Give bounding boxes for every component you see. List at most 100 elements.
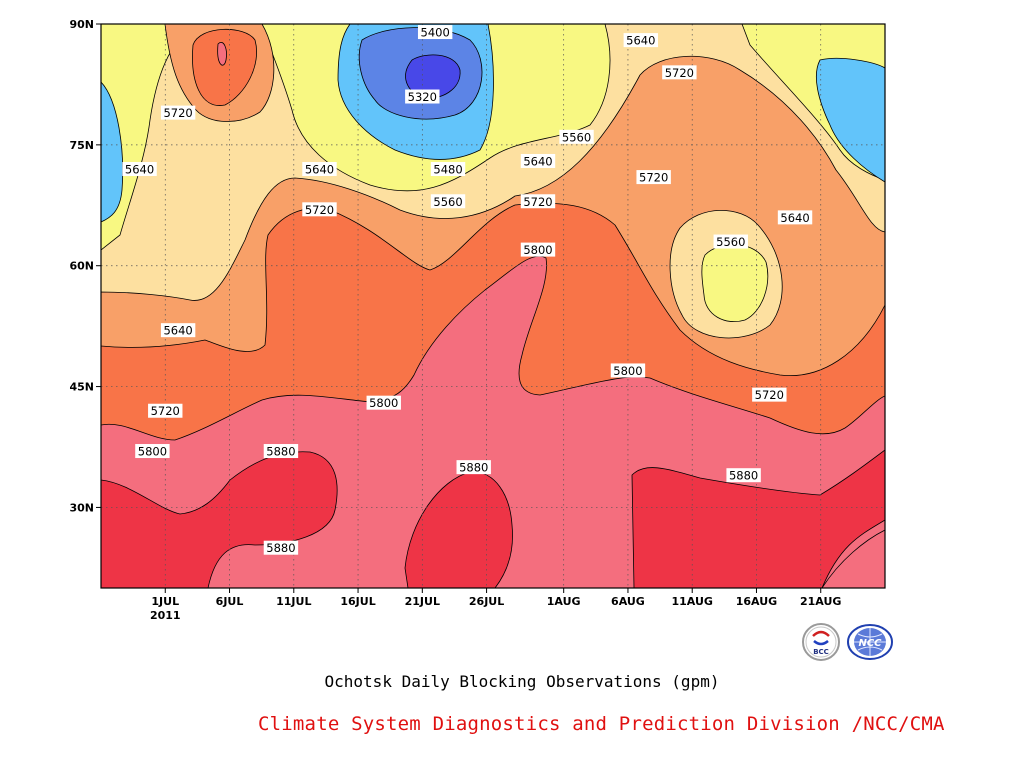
contour-label: 5640 [160,323,196,338]
svg-text:NCC: NCC [858,638,882,649]
contour-label-text: 5800 [369,396,398,410]
contour-label-text: 5720 [523,195,552,209]
contour-label: 5720 [520,194,556,209]
contour-label: 5560 [559,129,594,144]
contour-label-bg [623,33,659,48]
contour-label-bg [456,460,491,475]
contour-band-5560 [701,244,769,322]
contour-label-bg [148,403,183,418]
contour-label-bg [122,162,157,177]
y-tick-label: 60N [69,260,94,273]
contour-label-text: 5720 [305,203,334,217]
contour-label-bg [263,540,299,555]
x-tick-label: 21AUG [800,595,841,608]
contour-label-text: 5640 [125,163,154,177]
contour-label-bg [662,65,697,80]
contour-label-text: 5800 [138,445,167,459]
contour-label: 5800 [366,395,401,410]
contour-label-bg [520,153,556,168]
contour-label: 5560 [713,234,748,249]
contour-label-bg [636,170,671,185]
chart-title: Ochotsk Daily Blocking Observations (gpm… [324,672,720,691]
contour-label-text: 5560 [716,235,745,249]
y-tick-label: 75N [69,139,94,152]
contour-label-bg [302,202,337,217]
y-axis: 30N 45N 60N 75N 90N [69,18,101,514]
contour-label-text: 5560 [433,195,462,209]
contour-label: 5400 [417,25,453,40]
contour-label-bg [752,387,787,402]
contour-label-text: 5640 [163,324,192,338]
y-tick-label: 45N [69,381,94,394]
contour-label: 5720 [148,403,183,418]
contour-label: 5880 [263,444,299,459]
contour-label-text: 5880 [266,541,295,555]
contour-label: 5880 [263,540,299,555]
x-tick-label: 16AUG [736,595,777,608]
contour-label-text: 5720 [755,388,784,402]
contour-label: 5640 [777,210,813,225]
contour-label: 5640 [302,162,337,177]
x-axis: 1JUL 6JUL 11JUL 16JUL 21JUL 26JUL 1AUG 6AUG 11AU… [151,588,841,608]
contour-label-bg [777,210,813,225]
contour-label-bg [713,234,748,249]
contour-label: 5640 [520,153,556,168]
contour-band-5480 [101,81,124,223]
contour-label-bg [135,444,170,459]
x-tick-label: 26JUL [469,595,504,608]
grid-lines [101,24,885,588]
contour-label-text: 5800 [613,364,642,378]
contour-labels: 5400 5320 5480 5560 5640 5720 5560 5640 5720 5720… [122,25,813,555]
contour-label-text: 5640 [305,163,334,177]
x-tick-label: 21JUL [405,595,440,608]
contour-band-5880 [217,42,227,66]
x-tick-label: 1JUL [151,595,179,608]
contour-label-text: 5720 [163,106,192,120]
contour-label-text: 5640 [626,34,655,48]
contour-label-text: 5720 [665,66,694,80]
contour-label: 5880 [456,460,491,475]
contour-label-text: 5880 [729,469,758,483]
contour-label-bg [417,25,453,40]
y-tick-label: 30N [69,501,94,514]
contour-label: 5880 [726,468,761,483]
ncc-logo: NCC [847,624,893,660]
contour-label: 5560 [430,194,466,209]
contour-label-text: 5720 [639,171,668,185]
contour-label: 5640 [623,33,659,48]
contour-band-gt5880 [101,451,338,588]
contour-band-5480 [815,57,885,183]
contour-label-bg [430,194,466,209]
x-tick-label: 6AUG [611,595,645,608]
contour-label-text: 5800 [523,243,552,257]
y-tick-label: 90N [69,18,94,31]
contour-label-text: 5880 [266,445,295,459]
contour-label: 5720 [752,387,787,402]
x-tick-label: 1AUG [547,595,581,608]
contour-label-bg [610,363,646,378]
contour-label-bg [263,444,299,459]
contour-band-lt5400 [405,54,461,99]
contour-label: 5800 [520,242,556,257]
credit-line: Climate System Diagnostics and Predictio… [258,713,945,735]
x-tick-label: 11AUG [671,595,712,608]
contour-label: 5640 [122,162,157,177]
x-year-label: 2011 [150,609,181,622]
contour-label: 5480 [430,162,466,177]
contour-label: 5720 [160,105,196,120]
contour-label-text: 5560 [562,130,591,144]
contour-label-text: 5640 [780,211,809,225]
contour-label-bg [559,129,594,144]
svg-text:BCC: BCC [813,648,829,656]
plot-frame [100,23,886,589]
contour-label-bg [726,468,761,483]
bcc-logo: BCC [802,623,840,661]
x-tick-label: 6JUL [216,595,244,608]
contour-label-bg [430,162,466,177]
contour-label-text: 5880 [459,461,488,475]
contour-label-bg [366,395,401,410]
contour-label-text: 5480 [433,163,462,177]
contour-label-bg [520,242,556,257]
contour-label: 5720 [636,170,671,185]
contour-band-gt5880 [631,449,885,588]
